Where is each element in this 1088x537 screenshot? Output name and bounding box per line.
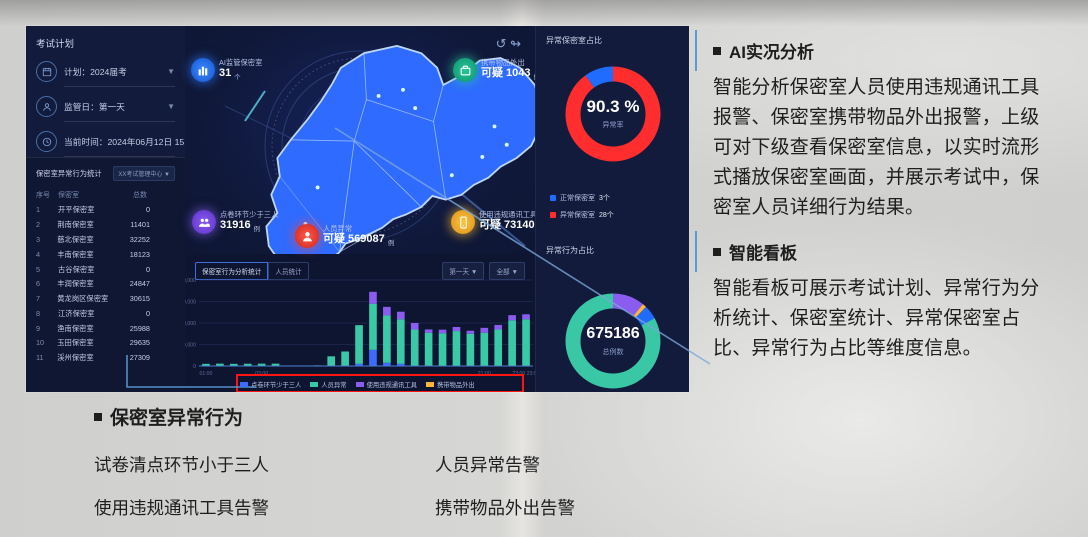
svg-text:90.3 %: 90.3 % xyxy=(587,97,640,116)
svg-text:总例数: 总例数 xyxy=(603,347,624,356)
svg-text:40,000: 40,000 xyxy=(185,321,196,327)
svg-text:异常率: 异常率 xyxy=(603,120,624,129)
svg-text:675186: 675186 xyxy=(586,325,639,342)
svg-text:60,000: 60,000 xyxy=(185,300,196,306)
svg-text:01:00: 01:00 xyxy=(199,371,212,377)
svg-text:0: 0 xyxy=(193,364,196,370)
svg-text:80,000: 80,000 xyxy=(185,278,196,284)
svg-text:20,000: 20,000 xyxy=(185,343,196,349)
